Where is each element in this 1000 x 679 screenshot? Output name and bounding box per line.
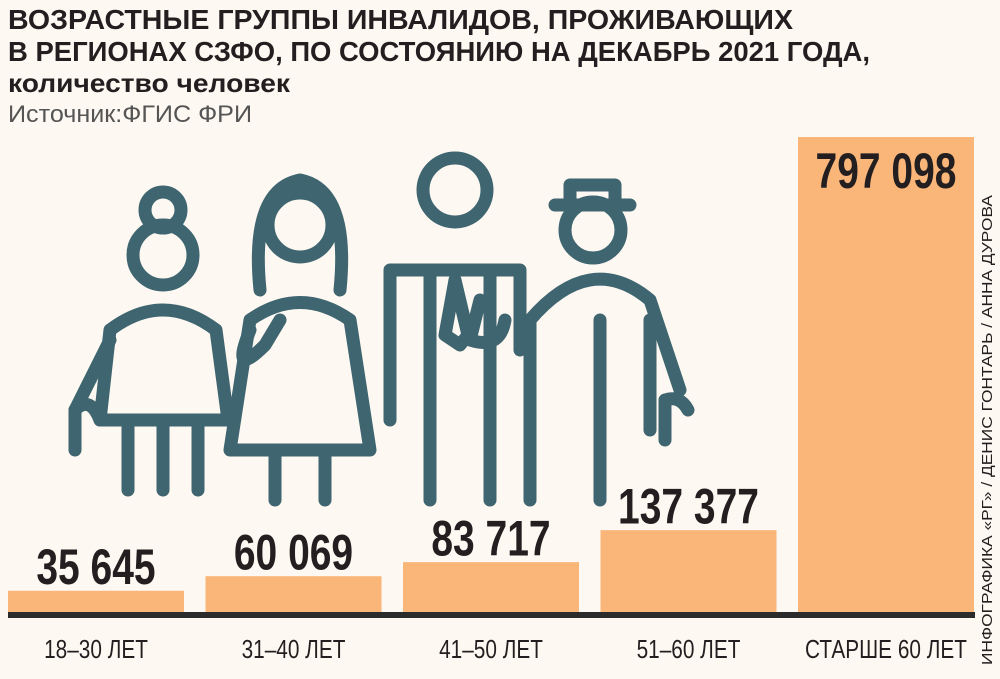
value-label: 35 645	[36, 538, 155, 595]
x-tick-label: СТАРШЕ 60 ЛЕТ	[805, 635, 967, 664]
x-tick-label: 41–50 ЛЕТ	[439, 635, 543, 664]
bar	[403, 562, 579, 612]
chart-title: В РЕГИОНАХ СЗФО, ПО СОСТОЯНИЮ НА ДЕКАБРЬ…	[8, 36, 870, 67]
baseline	[8, 612, 975, 618]
credit: ИНФОГРАФИКА «РГ» / ДЕНИС ГОНТАРЬ / АННА …	[979, 195, 996, 665]
bar	[205, 576, 382, 612]
chart-title: ВОЗРАСТНЫЕ ГРУППЫ ИНВАЛИДОВ, ПРОЖИВАЮЩИХ	[8, 4, 793, 35]
value-label: 83 717	[431, 510, 550, 567]
source: Источник:ФГИС ФРИ	[8, 101, 252, 128]
people-illustration	[68, 151, 695, 507]
value-label: 60 069	[234, 524, 353, 581]
bar	[798, 137, 974, 612]
bar	[600, 530, 777, 612]
chart-subtitle: количество человек	[8, 68, 291, 98]
value-label: 137 377	[618, 478, 759, 535]
x-tick-label: 18–30 ЛЕТ	[44, 635, 148, 664]
x-tick-label: 31–40 ЛЕТ	[242, 635, 346, 664]
value-label: 797 098	[816, 142, 957, 199]
bar	[8, 590, 184, 612]
x-tick-label: 51–60 ЛЕТ	[637, 635, 741, 664]
